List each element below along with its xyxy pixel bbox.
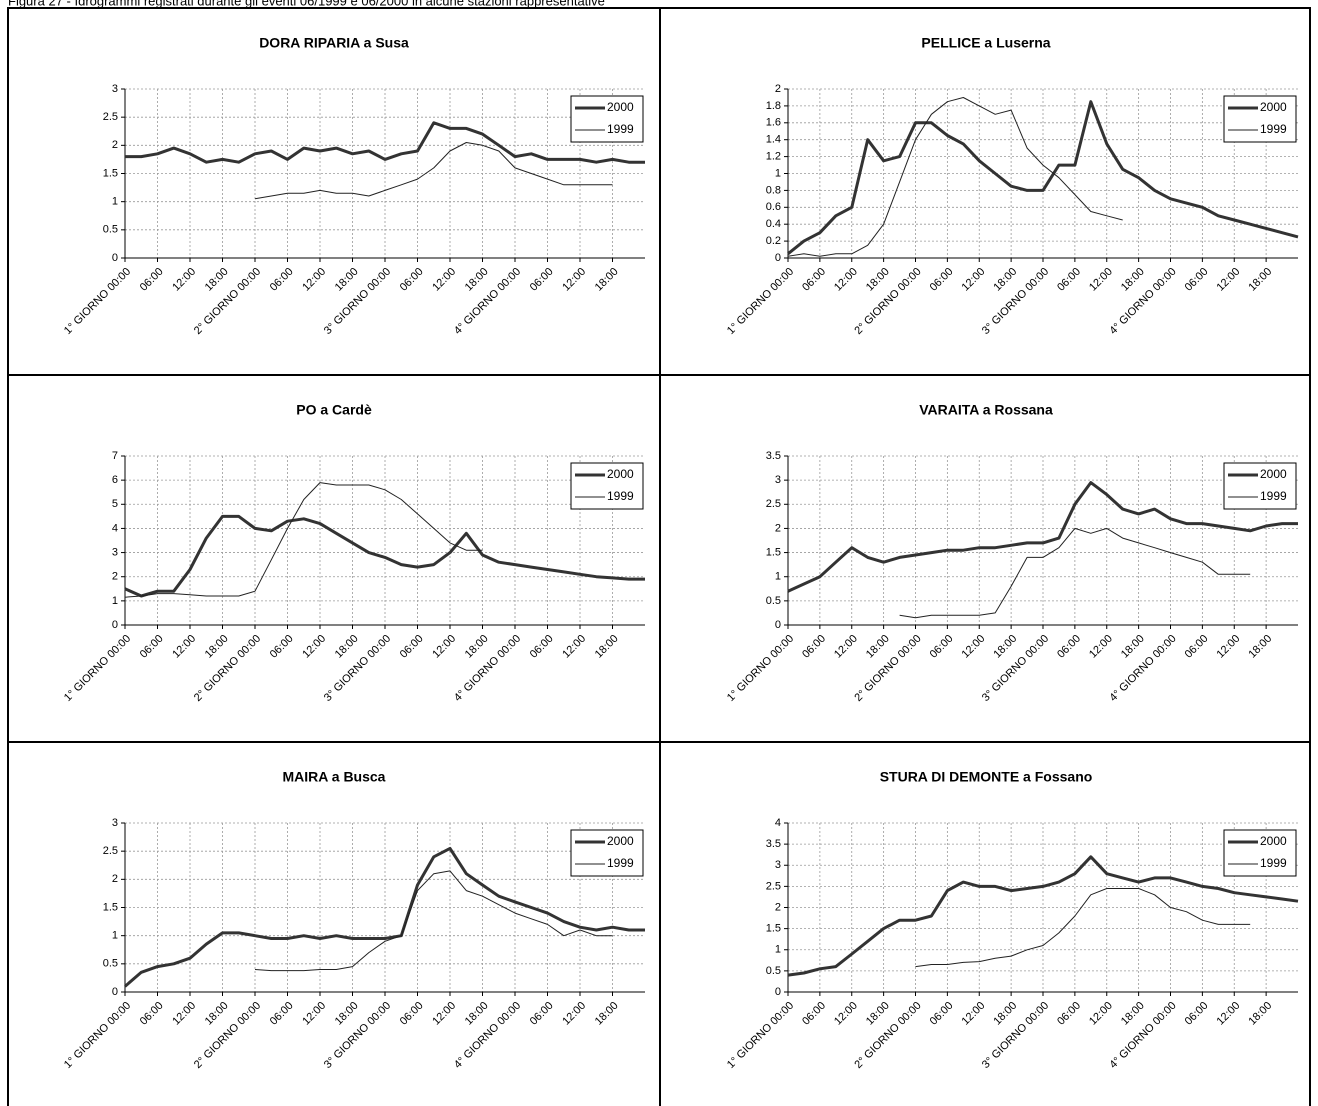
series-line — [787, 100, 1299, 255]
y-tick-label: 0.5 — [766, 595, 781, 607]
legend-box — [570, 829, 644, 877]
legend-label: 1999 — [1260, 489, 1287, 503]
y-tick-label: 1.5 — [103, 167, 118, 179]
legend-label: 2000 — [607, 834, 634, 848]
y-tick-label: 4 — [112, 522, 118, 534]
legend-label: 2000 — [607, 467, 634, 481]
y-tick-label: 1.4 — [766, 134, 781, 146]
y-tick-label: 2 — [775, 522, 781, 534]
chart-title: DORA RIPARIA a Susa — [259, 35, 409, 51]
legend-label: 1999 — [607, 489, 634, 503]
y-tick-label: 0 — [112, 986, 118, 998]
series-line — [125, 121, 645, 164]
series-line — [124, 514, 645, 598]
y-tick-label: 0.8 — [766, 184, 781, 196]
y-tick-label: 1 — [112, 595, 118, 607]
chart-title: MAIRA a Busca — [283, 769, 386, 785]
y-tick-label: 1 — [112, 196, 118, 208]
caption: Figura 27 - Idrogrammi registrati durant… — [8, 0, 605, 8]
series-line — [124, 482, 483, 598]
legend-label: 1999 — [607, 122, 634, 136]
y-tick-label: 0.5 — [103, 958, 118, 970]
y-tick-label: 1.5 — [766, 923, 781, 935]
legend-box — [1223, 829, 1297, 877]
y-tick-label: 0.6 — [766, 201, 781, 213]
legend-label: 2000 — [1260, 834, 1287, 848]
y-tick-label: 2 — [775, 901, 781, 913]
y-tick-label: 0 — [112, 252, 118, 264]
y-tick-label: 3.5 — [766, 450, 781, 462]
series-line — [787, 481, 1298, 593]
chart-title: STURA DI DEMONTE a Fossano — [880, 769, 1093, 785]
y-tick-label: 1.5 — [103, 901, 118, 913]
y-tick-label: 0 — [775, 252, 781, 264]
legend-label: 1999 — [1260, 856, 1287, 870]
series-line — [787, 97, 1123, 257]
y-tick-label: 2.5 — [103, 845, 118, 857]
y-tick-label: 0.2 — [766, 235, 781, 247]
y-tick-label: 2 — [775, 83, 781, 95]
y-tick-label: 3 — [112, 83, 118, 95]
series-line — [254, 142, 613, 200]
legend-label: 2000 — [1260, 100, 1287, 114]
y-tick-label: 1.2 — [766, 151, 781, 163]
y-tick-label: 2.5 — [766, 880, 781, 892]
legend-box — [1223, 95, 1297, 143]
y-tick-label: 4 — [775, 817, 781, 829]
legend-box — [1223, 462, 1297, 510]
y-tick-label: 0.4 — [766, 218, 781, 230]
y-tick-label: 0.5 — [766, 965, 781, 977]
y-tick-label: 2.5 — [103, 111, 118, 123]
y-tick-label: 3 — [775, 859, 781, 871]
series-line — [915, 888, 1251, 968]
y-tick-label: 2.5 — [766, 498, 781, 510]
legend-label: 1999 — [607, 856, 634, 870]
y-tick-label: 3 — [112, 546, 118, 558]
y-tick-label: 2 — [112, 571, 118, 583]
y-tick-label: 1 — [775, 571, 781, 583]
y-tick-label: 3 — [112, 817, 118, 829]
chart-title: PELLICE a Luserna — [921, 35, 1050, 51]
chart-title: PO a Cardè — [296, 402, 372, 418]
y-tick-label: 7 — [112, 450, 118, 462]
y-tick-label: 0 — [775, 619, 781, 631]
series-line — [787, 855, 1299, 977]
y-tick-label: 3 — [775, 474, 781, 486]
y-tick-label: 5 — [112, 498, 118, 510]
y-tick-label: 1 — [775, 167, 781, 179]
y-tick-label: 1.6 — [766, 117, 781, 129]
y-tick-label: 1 — [112, 930, 118, 942]
y-tick-label: 1.5 — [766, 546, 781, 558]
y-tick-label: 6 — [112, 474, 118, 486]
y-tick-label: 1 — [775, 944, 781, 956]
y-tick-label: 0.5 — [103, 224, 118, 236]
y-tick-label: 0 — [775, 986, 781, 998]
legend-label: 2000 — [607, 100, 634, 114]
chart-title: VARAITA a Rossana — [919, 402, 1053, 418]
y-tick-label: 2 — [112, 139, 118, 151]
y-tick-label: 1.8 — [766, 100, 781, 112]
legend-box — [570, 95, 644, 143]
legend-label: 2000 — [1260, 467, 1287, 481]
y-tick-label: 2 — [112, 873, 118, 885]
y-tick-label: 3.5 — [766, 838, 781, 850]
series-line — [124, 846, 645, 988]
y-tick-label: 0 — [112, 619, 118, 631]
series-line — [899, 527, 1251, 619]
legend-box — [570, 462, 644, 510]
series-line — [254, 870, 613, 972]
legend-label: 1999 — [1260, 122, 1287, 136]
